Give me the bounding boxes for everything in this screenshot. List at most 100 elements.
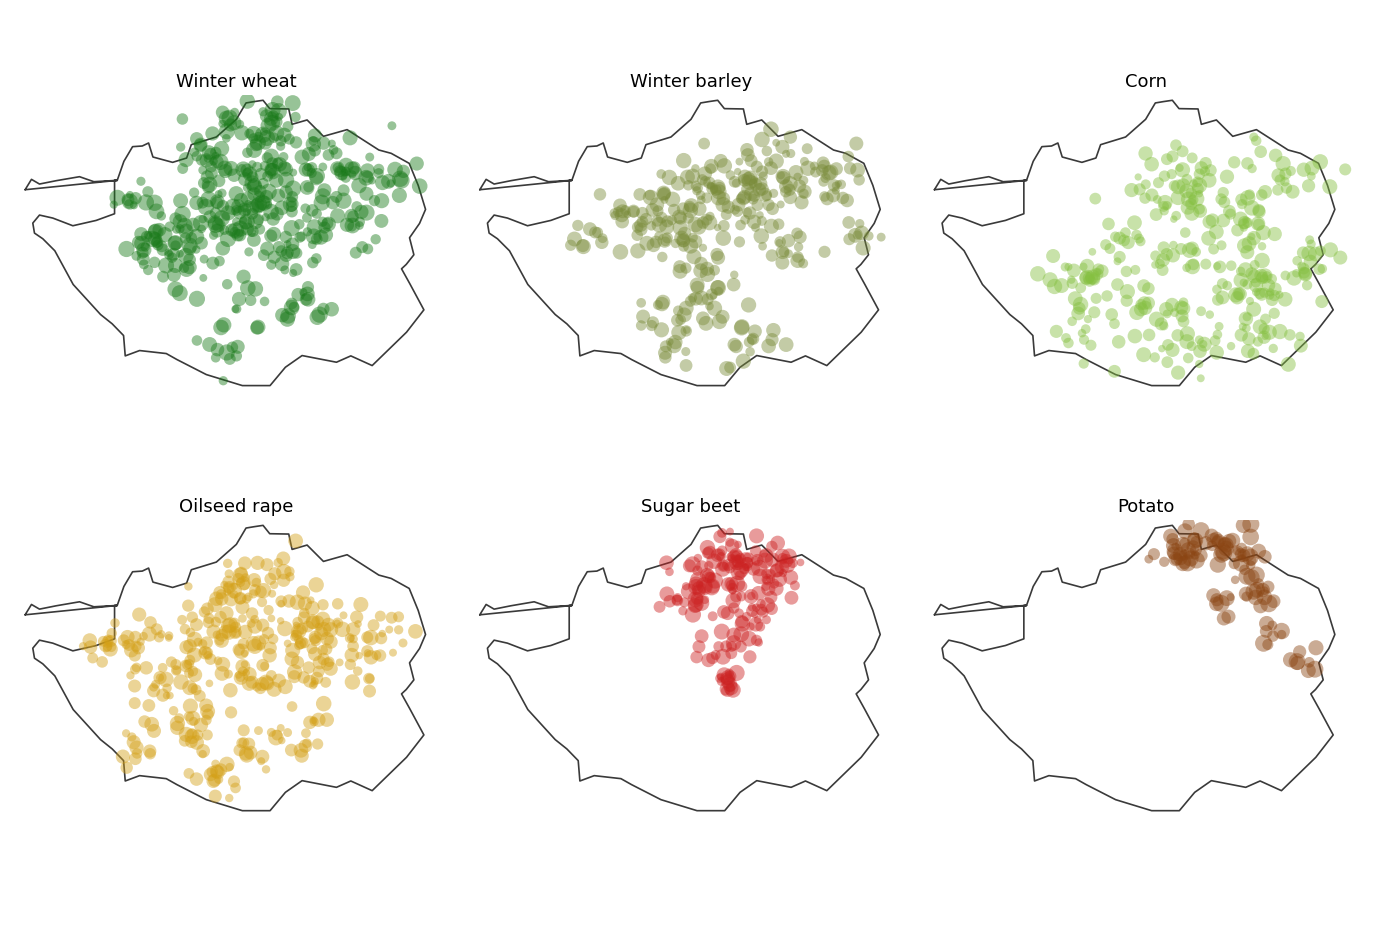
Point	[720, 550, 742, 565]
Point	[178, 259, 200, 274]
Point	[1212, 276, 1234, 291]
Point	[1299, 254, 1321, 269]
Title: Corn: Corn	[1125, 73, 1166, 91]
Point	[719, 524, 741, 539]
Point	[1211, 547, 1233, 562]
Point	[726, 176, 748, 191]
Point	[225, 186, 247, 201]
Point	[1153, 554, 1175, 569]
Point	[1184, 533, 1206, 548]
Point	[344, 245, 366, 260]
Point	[176, 152, 198, 167]
Point	[239, 292, 261, 307]
Point	[160, 655, 182, 670]
Point	[761, 332, 784, 347]
Point	[1177, 542, 1200, 557]
Point	[744, 172, 766, 187]
Point	[1161, 149, 1183, 164]
Point	[202, 126, 224, 141]
Point	[316, 631, 339, 646]
Point	[247, 212, 269, 227]
Point	[344, 166, 366, 181]
Point	[228, 668, 250, 683]
Point	[1241, 569, 1263, 585]
Point	[1190, 371, 1212, 386]
Point	[163, 236, 185, 251]
Point	[164, 238, 187, 254]
Point	[253, 583, 275, 598]
Point	[712, 231, 734, 246]
Point	[269, 721, 292, 736]
Point	[271, 243, 293, 258]
Point	[688, 581, 710, 596]
Point	[1219, 203, 1241, 219]
Point	[242, 131, 264, 146]
Point	[1164, 305, 1186, 320]
Point	[312, 597, 334, 612]
Point	[1133, 295, 1155, 310]
Point	[1057, 336, 1079, 351]
Point	[756, 572, 778, 587]
Point	[1244, 257, 1266, 272]
Point	[685, 184, 708, 199]
Point	[1303, 661, 1325, 676]
Point	[178, 665, 200, 680]
Point	[1300, 161, 1323, 176]
Point	[242, 201, 264, 216]
Point	[314, 183, 336, 198]
Point	[329, 164, 351, 179]
Point	[651, 296, 673, 311]
Point	[1253, 550, 1276, 565]
Point	[641, 315, 663, 330]
Point	[1186, 244, 1208, 259]
Point	[655, 339, 677, 354]
Point	[849, 216, 871, 231]
Point	[676, 324, 698, 339]
Point	[126, 740, 148, 755]
Point	[781, 590, 803, 605]
Point	[681, 290, 703, 306]
Point	[604, 208, 626, 223]
Point	[272, 572, 294, 587]
Point	[1064, 291, 1086, 307]
Point	[1305, 640, 1327, 656]
Point	[1184, 548, 1206, 563]
Point	[1137, 552, 1159, 567]
Point	[207, 764, 229, 780]
Point	[1177, 192, 1200, 207]
Point	[1220, 339, 1242, 354]
Point	[636, 236, 658, 251]
Point	[236, 747, 258, 762]
Point	[228, 205, 250, 220]
Point	[97, 639, 119, 655]
Point	[297, 163, 319, 178]
Point	[1103, 364, 1125, 379]
Point	[276, 725, 299, 740]
Point	[281, 300, 303, 315]
Point	[182, 681, 205, 696]
Point	[1095, 237, 1117, 253]
Point	[346, 199, 368, 214]
Point	[796, 141, 818, 156]
Point	[158, 630, 180, 645]
Point	[719, 676, 741, 692]
Point	[1274, 291, 1296, 307]
Point	[1124, 215, 1146, 230]
Point	[243, 612, 265, 627]
Point	[217, 619, 239, 634]
Point	[283, 669, 305, 684]
Point	[293, 636, 315, 651]
Point	[276, 311, 299, 326]
Point	[198, 145, 220, 160]
Point	[679, 558, 701, 573]
Point	[1099, 241, 1121, 256]
Point	[127, 235, 149, 250]
Point	[142, 724, 164, 739]
Point	[218, 111, 240, 126]
Point	[106, 190, 129, 205]
Point	[304, 128, 326, 143]
Point	[1212, 213, 1234, 228]
Point	[1168, 180, 1190, 195]
Point	[1216, 278, 1238, 293]
Point	[672, 604, 694, 619]
